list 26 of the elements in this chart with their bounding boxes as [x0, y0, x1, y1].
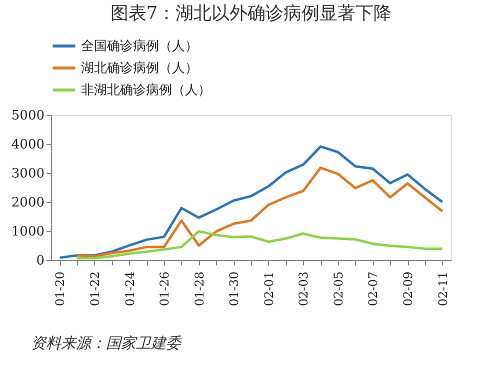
x-tick-label: 02-09 — [401, 272, 416, 306]
x-tick-label: 01-28 — [192, 272, 206, 306]
x-tick-label: 02-03 — [296, 272, 311, 306]
x-tick-label: 02-11 — [436, 272, 450, 306]
line-series — [76, 230, 444, 260]
y-tick-label: 4000 — [11, 138, 44, 152]
x-tick-label: 02-07 — [366, 272, 380, 306]
x-tick-label: 02-05 — [331, 272, 346, 306]
y-tick-label: 5000 — [11, 108, 44, 124]
x-tick-label: 01-26 — [158, 272, 172, 306]
x-tick-label: 01-24 — [122, 271, 137, 306]
x-tick-label: 01-30 — [227, 272, 242, 306]
y-tick-label: 1000 — [11, 224, 44, 240]
x-tick-label: 01-22 — [88, 272, 102, 306]
y-tick-label: 3000 — [11, 166, 44, 182]
y-tick-label: 0 — [36, 254, 44, 268]
legend-label: 湖北确诊病例（人） — [81, 61, 198, 76]
legend-label: 全国确诊病例（人） — [81, 39, 198, 54]
y-tick-label: 2000 — [11, 196, 44, 210]
legend-label: 非湖北确诊病例（人） — [81, 83, 211, 98]
text: 资料来源：国家卫建委 — [31, 334, 183, 352]
x-tick-label: 01-20 — [53, 272, 68, 306]
chart-title: 图表7：湖北以外确诊病例显著下降 — [110, 3, 392, 24]
line-series — [58, 145, 444, 259]
line-series — [76, 166, 444, 258]
x-tick-label: 02-01 — [262, 272, 276, 306]
